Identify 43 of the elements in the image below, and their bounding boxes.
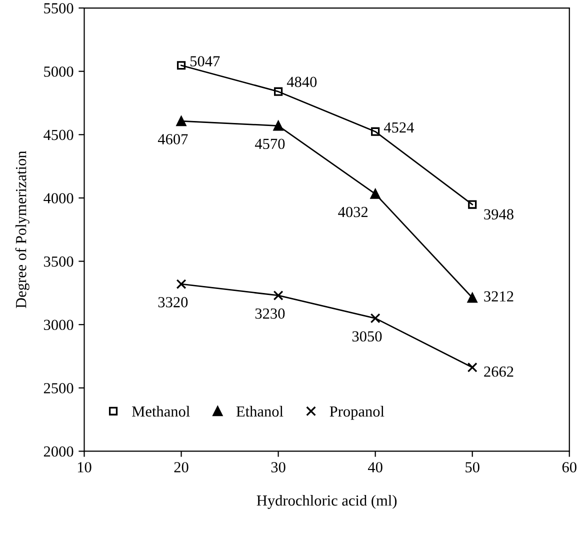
data-label: 4524 — [384, 122, 414, 133]
data-label: 4570 — [254, 138, 285, 150]
x-tick-label: 30 — [271, 462, 286, 472]
data-label: 3230 — [255, 308, 285, 319]
point — [467, 362, 478, 372]
legend-label: Propanol — [330, 406, 384, 420]
data-label: 3212 — [484, 291, 514, 302]
point — [370, 313, 380, 324]
legend-label: Ethanol — [236, 406, 284, 417]
legend-label: Methanol — [132, 406, 190, 417]
y-axis-title: Degree of Polymerization — [15, 150, 30, 308]
data-label: 4607 — [158, 134, 188, 144]
data-label: 3948 — [484, 209, 514, 220]
data-label: 2662 — [484, 366, 514, 377]
point — [273, 290, 284, 300]
y-tick-label: 5000 — [44, 66, 74, 77]
data-label: 4032 — [338, 206, 368, 218]
x-tick-label: 20 — [174, 462, 188, 472]
y-tick-label: 2500 — [44, 383, 74, 394]
point — [273, 120, 284, 131]
x-tick-label: 50 — [466, 462, 480, 472]
point — [370, 188, 380, 199]
x-tick-label: 10 — [78, 462, 92, 472]
point — [274, 87, 283, 96]
y-tick-label: 3500 — [44, 256, 74, 267]
point — [176, 61, 186, 70]
data-label: 4840 — [286, 76, 317, 88]
point — [468, 200, 477, 209]
x-axis-title: Hydrochloric acid (ml) — [256, 494, 397, 509]
y-tick-label: 3000 — [44, 320, 74, 330]
point — [467, 292, 478, 303]
y-tick-label: 5500 — [44, 3, 74, 14]
x-tick-label: 40 — [368, 462, 382, 472]
y-tick-label: 4500 — [44, 130, 74, 140]
point — [371, 127, 380, 136]
y-tick-label: 2000 — [44, 446, 74, 457]
data-label: 3320 — [158, 297, 188, 308]
y-tick-label: 4000 — [44, 193, 74, 204]
data-label: 3050 — [352, 331, 382, 342]
point — [176, 279, 186, 290]
x-tick-label: 60 — [562, 462, 576, 472]
point — [176, 116, 186, 126]
data-label: 5047 — [190, 56, 220, 66]
